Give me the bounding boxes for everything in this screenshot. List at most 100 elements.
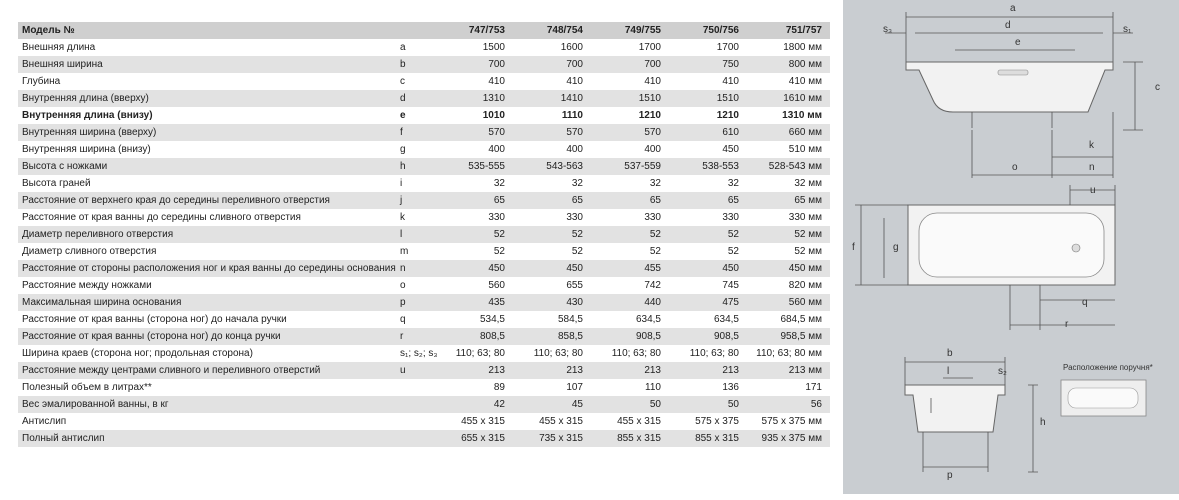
row-value: 808,5 [479, 331, 505, 342]
row-symbol: m [400, 246, 409, 257]
row-value: 855 x 315 [617, 433, 661, 444]
row-value: 570 [644, 127, 661, 138]
row-value: 213 [644, 365, 661, 376]
row-label: Расстояние от края ванны до середины сли… [22, 212, 301, 223]
row-value: 110; 63; 80 [689, 348, 739, 359]
table-row: Модель № 747/753 748/754 749/755 750/756 751/… [18, 22, 830, 39]
row-value: 52 [649, 229, 661, 240]
row-value: 1600 [560, 42, 583, 53]
row-value: 450 [722, 263, 739, 274]
row-value: 52 [727, 246, 739, 257]
row-value: 800 мм [788, 59, 822, 70]
dimension-label: r [1065, 319, 1069, 330]
row-value: 52 [493, 229, 505, 240]
row-value: 136 [722, 382, 739, 393]
row-value: 213 [488, 365, 505, 376]
row-value: 684,5 мм [780, 314, 822, 325]
diagram: ade s₃ s₁ c kn o u f g q r bl s₂ h p Расположение поруч… [843, 0, 1179, 494]
row-value: 610 [722, 127, 739, 138]
row-symbol: e [400, 110, 406, 121]
table-row: Высота граней i 32 32 32 32 32 мм [18, 175, 830, 192]
row-value: 410 [566, 76, 583, 87]
row-label: Полный антислип [22, 433, 105, 444]
row-value: 1610 мм [783, 93, 822, 104]
dimension-label: a [1010, 3, 1016, 14]
row-label: Антислип [22, 416, 67, 427]
row-value: 751/757 [785, 25, 822, 36]
row-value: 50 [727, 399, 739, 410]
row-value: 52 [571, 229, 583, 240]
row-value: 107 [566, 382, 583, 393]
table-row: Внешняя ширина b 700 700 700 750 800 мм [18, 56, 830, 73]
table-row: Полный антислип 655 x 315 735 x 315 855 x 3… [18, 430, 830, 447]
row-label: Максимальная ширина основания [22, 297, 182, 308]
dimension-label: g [893, 242, 899, 253]
row-value: 410 [644, 76, 661, 87]
table-row: Диаметр переливного отверстия l 52 52 52 52 52… [18, 226, 830, 243]
row-value: 330 [566, 212, 583, 223]
row-value: 65 [493, 195, 505, 206]
row-value: 330 [644, 212, 661, 223]
row-value: 110 [645, 382, 661, 393]
end-view [904, 357, 1147, 473]
table-row: Внутренняя ширина (внизу) g 400 400 400 450 51… [18, 141, 830, 158]
row-value: 89 [493, 382, 505, 393]
row-value: 1310 мм [782, 110, 822, 121]
row-label: Диаметр сливного отверстия [22, 246, 157, 257]
row-value: 1110 [561, 110, 583, 121]
row-value: 56 [810, 399, 822, 410]
row-label: Расстояние от стороны расположения ног и… [22, 263, 396, 274]
table-row: Расстояние от края ванны (сторона ног) д… [18, 328, 830, 345]
row-value: 1210 [716, 110, 739, 121]
row-label: Внутренняя длина (внизу) [22, 110, 153, 121]
row-value: 52 мм [794, 246, 822, 257]
row-value: 1510 [638, 93, 661, 104]
row-value: 1310 [482, 93, 505, 104]
dimension-label: s₁ [1123, 24, 1132, 35]
table-row: Расстояние от края ванны (сторона ног) д… [18, 311, 830, 328]
row-value: 908,5 [635, 331, 661, 342]
row-value: 858,5 [557, 331, 583, 342]
row-value: 1010 [482, 110, 505, 121]
row-value: 330 мм [788, 212, 822, 223]
row-label: Расстояние от края ванны (сторона ног) д… [22, 314, 287, 325]
row-label: Глубина [22, 76, 61, 87]
row-value: 213 мм [788, 365, 822, 376]
row-value: 528-543 мм [768, 161, 822, 172]
row-symbol: l [400, 229, 403, 240]
row-value: 655 x 315 [461, 433, 505, 444]
row-value: 213 [722, 365, 739, 376]
row-symbol: s₁; s₂; s₃ [400, 348, 438, 359]
row-value: 1210 [638, 110, 661, 121]
row-value: 700 [566, 59, 583, 70]
row-label: Внешняя ширина [22, 59, 103, 70]
row-value: 450 мм [788, 263, 822, 274]
table-row: Ширина краев (сторона ног; продольная ст… [18, 345, 830, 362]
dimension-label: n [1089, 162, 1095, 173]
row-value: 455 [644, 263, 661, 274]
row-value: 455 x 315 [539, 416, 583, 427]
row-value: 750/756 [702, 25, 739, 36]
table-row: Внутренняя длина (внизу) e 1010 1110 1210 121… [18, 107, 830, 124]
dimension-label: f [852, 242, 855, 253]
row-value: 1700 [638, 42, 661, 53]
row-value: 65 [571, 195, 583, 206]
row-value: 65 мм [794, 195, 822, 206]
top-view [855, 185, 1116, 330]
row-value: 65 [649, 195, 661, 206]
table-row: Полезный объем в литрах** 89 107 110 136 171 [18, 379, 830, 396]
row-label: Внутренняя ширина (внизу) [22, 144, 151, 155]
row-value: 110; 63; 80 [455, 348, 505, 359]
row-value: 450 [722, 144, 739, 155]
row-value: 660 мм [788, 127, 822, 138]
row-value: 1410 [560, 93, 583, 104]
table-row: Расстояние между ножками o 560 655 742 745 820… [18, 277, 830, 294]
row-value: 110; 63; 80 [611, 348, 661, 359]
row-symbol: a [400, 42, 406, 53]
row-value: 410 мм [788, 76, 822, 87]
row-value: 32 [571, 178, 583, 189]
row-value: 110; 63; 80 [533, 348, 583, 359]
row-value: 537-559 [624, 161, 661, 172]
table-row: Вес эмалированной ванны, в кг 42 45 50 50 56 [18, 396, 830, 413]
row-value: 400 [488, 144, 505, 155]
